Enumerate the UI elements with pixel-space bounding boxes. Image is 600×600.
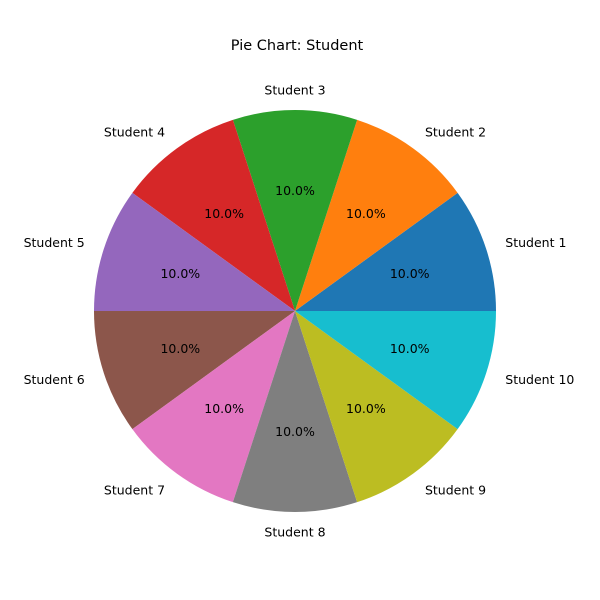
percent-label-1: 10.0% [390, 266, 430, 281]
percent-label-9: 10.0% [346, 401, 386, 416]
pie-slice-8 [232, 311, 358, 512]
slice-label-7: Student 7 [104, 482, 165, 497]
slice-label-6: Student 6 [24, 372, 85, 387]
percent-label-8: 10.0% [275, 424, 315, 439]
slice-label-1: Student 1 [505, 235, 566, 250]
pie-slice-6 [94, 311, 295, 430]
pie-slice-3 [232, 110, 358, 311]
slice-labels: Student 1 Student 2 Student 3 Student 4 Stud… [24, 82, 575, 539]
percent-label-2: 10.0% [346, 206, 386, 221]
slice-label-8: Student 8 [264, 525, 325, 540]
slice-label-3: Student 3 [264, 82, 325, 97]
pie-slices [94, 110, 496, 512]
percent-label-3: 10.0% [275, 183, 315, 198]
pie-slice-7 [132, 311, 295, 503]
pie-slice-5 [94, 192, 295, 311]
percent-label-10: 10.0% [390, 341, 430, 356]
slice-label-4: Student 4 [104, 125, 165, 140]
percent-labels: 10.0% 10.0% 10.0% 10.0% 10.0% 10.0% 10.0% 10.0%… [160, 183, 429, 439]
percent-label-4: 10.0% [204, 206, 244, 221]
slice-label-2: Student 2 [425, 125, 486, 140]
pie-slice-2 [295, 119, 458, 311]
percent-label-6: 10.0% [160, 341, 200, 356]
percent-label-5: 10.0% [160, 266, 200, 281]
slice-label-5: Student 5 [24, 235, 85, 250]
pie-slice-4 [132, 119, 295, 311]
slice-label-10: Student 10 [505, 372, 574, 387]
pie-slice-1 [295, 192, 496, 311]
percent-label-7: 10.0% [204, 401, 244, 416]
slice-label-9: Student 9 [425, 482, 486, 497]
pie-slice-10 [295, 311, 496, 430]
chart-title: Pie Chart: Student [231, 38, 364, 54]
pie-slice-9 [295, 311, 458, 503]
